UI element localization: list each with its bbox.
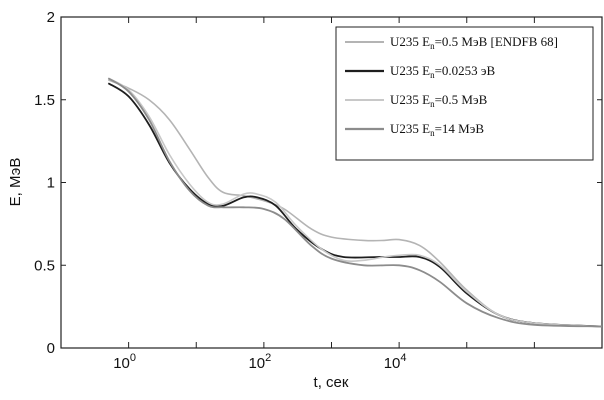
- x-tick-base: 10: [113, 355, 130, 372]
- x-tick-exponent: 2: [265, 352, 271, 364]
- series-line-3: [107, 77, 603, 328]
- y-tick-label: 1: [47, 175, 55, 192]
- x-axis-label: t, сек: [314, 374, 349, 391]
- legend-label-4: U235 En=14 МэВ: [390, 121, 484, 138]
- series-line-4: [107, 77, 603, 328]
- y-tick-label: 2: [47, 9, 55, 26]
- x-tick-label: 102: [248, 352, 271, 372]
- legend: U235 En=0.5 МэВ [ENDFB 68] U235 En=0.0253…: [335, 26, 594, 161]
- series-line-1: [107, 79, 603, 328]
- x-tick-exponent: 0: [130, 352, 136, 364]
- legend-label-3: U235 En=0.5 МэВ: [390, 92, 488, 109]
- y-axis: 0 0.5 1 1.5 2: [34, 9, 602, 357]
- y-tick-label: 1.5: [34, 92, 55, 109]
- x-tick-label: 104: [384, 352, 407, 372]
- y-tick-label: 0: [47, 340, 55, 357]
- x-tick-label: 100: [113, 352, 136, 372]
- x-tick-base: 10: [248, 355, 265, 372]
- x-axis: 100 102 104: [60, 17, 603, 372]
- x-tick-exponent: 4: [400, 352, 406, 364]
- series-lines: [107, 77, 603, 328]
- y-axis-label: E, МэВ: [7, 158, 24, 207]
- legend-label-1: U235 En=0.5 МэВ [ENDFB 68]: [390, 34, 558, 51]
- y-tick-label: 0.5: [34, 257, 55, 274]
- x-tick-base: 10: [384, 355, 401, 372]
- legend-box: [335, 26, 594, 161]
- legend-label-2: U235 En=0.0253 эВ: [390, 63, 496, 80]
